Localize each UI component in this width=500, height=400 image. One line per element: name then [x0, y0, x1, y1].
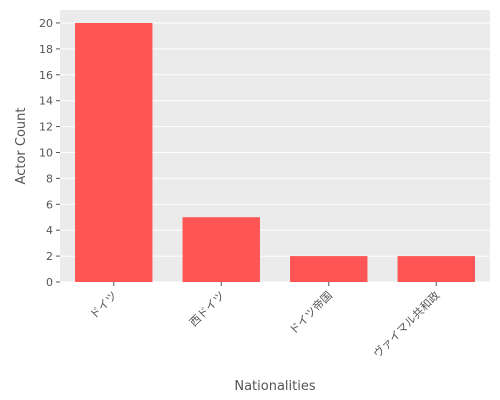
x-tick-label: ヴァイマル共和政 — [370, 288, 442, 360]
bar — [75, 22, 153, 282]
y-tick-label: 16 — [39, 69, 53, 82]
x-tick-label: ドイツ帝国 — [286, 288, 335, 337]
y-tick-label: 12 — [39, 121, 53, 134]
bars — [75, 22, 475, 282]
y-tick-label: 0 — [46, 276, 53, 289]
y-tick-label: 20 — [39, 17, 53, 30]
y-tick-label: 2 — [46, 250, 53, 263]
y-axis-title: Actor Count — [14, 108, 29, 185]
bar — [290, 256, 368, 282]
bar — [397, 256, 475, 282]
x-tick-label: ドイツ — [87, 289, 120, 322]
y-tick-label: 8 — [46, 172, 53, 185]
y-tick-label: 14 — [39, 95, 53, 108]
y-tick-label: 18 — [39, 43, 53, 56]
bar — [182, 217, 260, 282]
y-tick-label: 6 — [46, 198, 53, 211]
y-tick-label: 4 — [46, 224, 53, 237]
y-tick-label: 10 — [39, 146, 53, 159]
x-axis-ticks: ドイツ 西ドイツ ドイツ帝国 ヴァイマル共和政 — [87, 282, 442, 360]
x-tick-label: 西ドイツ — [187, 289, 227, 329]
y-axis-ticks: 0 2 4 6 8 10 12 14 16 18 20 — [39, 17, 60, 289]
x-axis-title: Nationalities — [234, 379, 315, 394]
